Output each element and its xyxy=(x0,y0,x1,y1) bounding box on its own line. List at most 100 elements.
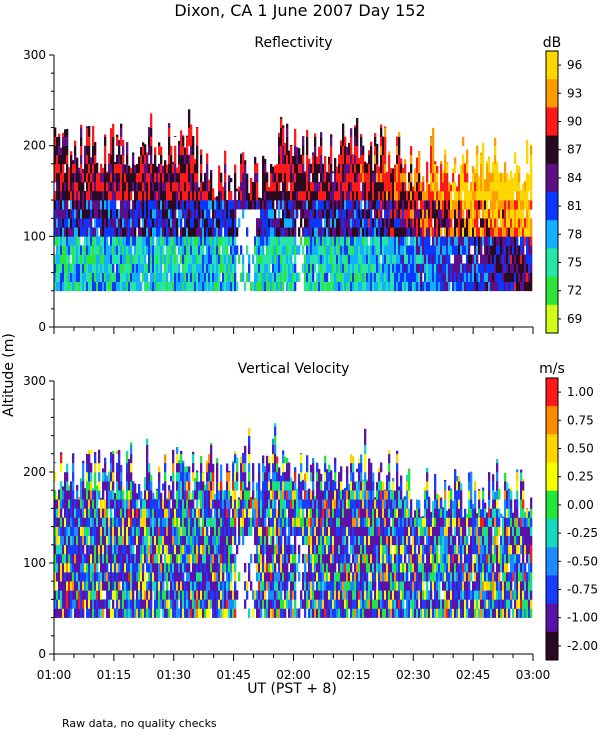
heatmap-cell xyxy=(466,281,469,292)
heatmap-cell xyxy=(210,462,213,473)
heatmap-cell xyxy=(74,272,77,282)
heatmap-cell xyxy=(106,263,109,273)
heatmap-cell xyxy=(196,563,199,573)
heatmap-cell xyxy=(256,200,259,210)
heatmap-cell xyxy=(416,191,419,201)
y-axis-label: Altitude (m) xyxy=(1,333,17,417)
heatmap-cell xyxy=(102,517,105,527)
heatmap-cell xyxy=(338,200,341,210)
heatmap-cell xyxy=(112,563,115,573)
heatmap-cell xyxy=(458,272,461,282)
heatmap-cell xyxy=(330,181,333,192)
heatmap-cell xyxy=(142,145,145,156)
heatmap-cell xyxy=(92,125,95,128)
heatmap-cell xyxy=(102,608,105,618)
heatmap-cell xyxy=(392,245,395,255)
heatmap-cell xyxy=(80,563,83,573)
heatmap-cell xyxy=(432,136,435,146)
heatmap-cell xyxy=(486,161,489,165)
heatmap-cell xyxy=(416,254,419,264)
heatmap-cell xyxy=(156,526,159,536)
heatmap-cell xyxy=(132,152,135,156)
heatmap-cell xyxy=(324,236,327,246)
heatmap-cell xyxy=(490,272,493,282)
heatmap-cell xyxy=(292,209,295,219)
heatmap-cell xyxy=(290,145,293,146)
heatmap-cell xyxy=(58,181,61,192)
heatmap-cell xyxy=(488,156,491,165)
heatmap-cell xyxy=(182,490,185,500)
heatmap-cell xyxy=(220,599,223,609)
heatmap-cell xyxy=(94,263,97,273)
heatmap-cell xyxy=(150,236,153,246)
heatmap-cell xyxy=(324,200,327,210)
heatmap-cell xyxy=(498,281,501,292)
heatmap-cell xyxy=(92,281,95,292)
heatmap-cell xyxy=(218,272,221,282)
heatmap-cell xyxy=(220,544,223,555)
heatmap-cell xyxy=(234,254,237,264)
heatmap-cell xyxy=(126,462,129,473)
heatmap-cell xyxy=(510,245,513,255)
heatmap-cell xyxy=(66,590,69,600)
heatmap-cell xyxy=(350,254,353,264)
heatmap-cell xyxy=(86,553,89,564)
heatmap-cell xyxy=(340,140,343,146)
heatmap-cell xyxy=(188,163,191,174)
heatmap-cell xyxy=(104,272,107,282)
heatmap-cell xyxy=(514,245,517,255)
heatmap-cell xyxy=(228,175,231,183)
heatmap-cell xyxy=(478,227,481,237)
heatmap-cell xyxy=(364,218,367,228)
heatmap-cell xyxy=(384,136,387,146)
heatmap-cell xyxy=(152,553,155,564)
heatmap-cell xyxy=(470,218,473,228)
heatmap-cell xyxy=(60,608,63,618)
heatmap-cell xyxy=(270,272,273,282)
heatmap-cell xyxy=(134,508,137,518)
heatmap-cell xyxy=(182,460,185,464)
heatmap-cell xyxy=(248,254,251,264)
heatmap-cell xyxy=(324,191,327,201)
heatmap-cell xyxy=(174,136,177,137)
heatmap-cell xyxy=(126,553,129,564)
heatmap-cell xyxy=(282,125,285,128)
heatmap-cell xyxy=(86,272,89,282)
heatmap-cell xyxy=(288,281,291,292)
heatmap-cell xyxy=(156,200,159,210)
heatmap-cell xyxy=(168,181,171,192)
heatmap-cell xyxy=(460,254,463,264)
heatmap-cell xyxy=(204,544,207,555)
heatmap-cell xyxy=(58,272,61,282)
heatmap-cell xyxy=(88,163,91,174)
heatmap-cell xyxy=(152,608,155,618)
heatmap-cell xyxy=(496,163,499,174)
heatmap-cell xyxy=(304,172,307,183)
heatmap-cell xyxy=(384,272,387,282)
heatmap-cell xyxy=(204,581,207,591)
heatmap-cell xyxy=(464,272,467,282)
heatmap-cell xyxy=(428,218,431,228)
heatmap-cell xyxy=(116,254,119,264)
heatmap-cell xyxy=(114,553,117,564)
heatmap-cell xyxy=(100,572,103,582)
heatmap-cell xyxy=(228,535,231,546)
heatmap-cell xyxy=(140,499,143,509)
heatmap-cell xyxy=(476,163,479,174)
heatmap-cell xyxy=(526,172,529,183)
heatmap-cell xyxy=(130,442,133,445)
heatmap-cell xyxy=(446,172,449,183)
heatmap-cell xyxy=(408,245,411,255)
heatmap-cell xyxy=(84,599,87,609)
heatmap-cell xyxy=(124,553,127,564)
heatmap-cell xyxy=(94,581,97,591)
heatmap-cell xyxy=(404,281,407,292)
heatmap-cell xyxy=(418,172,421,183)
heatmap-cell xyxy=(110,128,113,137)
heatmap-cell xyxy=(212,236,215,246)
heatmap-cell xyxy=(290,254,293,264)
heatmap-cell xyxy=(56,145,59,156)
heatmap-cell xyxy=(384,126,387,128)
heatmap-cell xyxy=(346,191,349,201)
heatmap-cell xyxy=(162,200,165,210)
